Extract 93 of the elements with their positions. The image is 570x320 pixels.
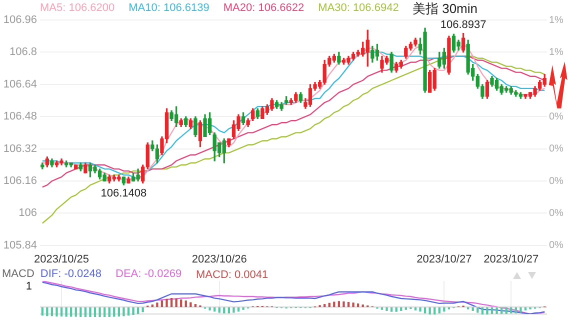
series-label: DEA: -0.0269 <box>116 268 182 280</box>
category-label: 0% <box>549 111 564 122</box>
bar <box>132 307 134 315</box>
text: MA30: 106.6942 <box>318 2 399 14</box>
bar <box>136 307 140 314</box>
bar <box>347 302 350 308</box>
bar <box>362 304 364 308</box>
bar <box>520 307 522 313</box>
bar <box>98 307 101 317</box>
bar <box>324 304 326 308</box>
bar <box>352 302 354 308</box>
y-tick-label: 106.16 <box>3 175 37 188</box>
x-tick-label: 2023/10/26 <box>192 253 247 266</box>
bar <box>242 307 244 310</box>
x-tick-label: 2023/10/25 <box>34 253 90 266</box>
bar <box>228 307 230 314</box>
bar <box>80 307 82 317</box>
y-tick-label: 106.64 <box>3 78 37 90</box>
category-label: 0% <box>549 208 564 219</box>
text: MA10: 106.6139 <box>128 2 210 14</box>
bar <box>424 307 426 314</box>
legend-title: MACD <box>2 268 34 280</box>
bar <box>166 298 168 308</box>
y-tick-label: 106.96 <box>3 14 37 26</box>
text: 1 <box>26 280 32 293</box>
bar <box>46 307 48 316</box>
bar <box>481 307 484 314</box>
bar <box>510 307 512 314</box>
bar <box>84 307 87 317</box>
bar <box>180 299 182 308</box>
bar <box>65 307 68 317</box>
bar <box>56 307 58 316</box>
x-tick-label: 2023/10/27 <box>416 253 472 266</box>
bar <box>386 307 388 311</box>
bar <box>472 307 474 311</box>
bar <box>208 307 211 310</box>
bar <box>175 298 178 308</box>
annotation: 106.1408 <box>100 187 147 200</box>
bar <box>400 307 402 311</box>
bar <box>342 301 345 308</box>
bar <box>41 307 44 316</box>
bar <box>223 307 226 314</box>
bar <box>127 307 130 316</box>
y-tick-label: 105.84 <box>3 239 37 252</box>
bar <box>160 300 164 308</box>
bar <box>390 307 393 312</box>
bar <box>380 307 384 310</box>
series-label: DIF: -0.0248 <box>40 268 102 280</box>
category-label: 0% <box>549 176 564 187</box>
bar <box>170 298 173 308</box>
bar <box>338 301 340 308</box>
category-label: 0% <box>549 240 564 252</box>
y-tick-label: 106.32 <box>3 142 37 155</box>
category-label: 1% <box>549 46 564 58</box>
bar <box>500 307 503 314</box>
annotation: 106.8937 <box>440 18 486 31</box>
bar <box>514 307 517 314</box>
bar <box>103 307 106 317</box>
text: MA5: 106.6200 <box>40 2 115 14</box>
category-label: 0% <box>549 144 564 155</box>
y-tick-label: 106.8 <box>9 46 37 58</box>
bar <box>414 307 417 310</box>
series-label: MACD: 0.0041 <box>196 269 268 281</box>
bar <box>524 307 527 310</box>
bar <box>496 307 498 314</box>
bar <box>395 307 398 312</box>
bar <box>356 303 360 308</box>
bar <box>434 307 436 314</box>
bar <box>490 307 494 314</box>
bar <box>89 307 92 317</box>
bar <box>232 307 235 313</box>
bar <box>108 307 110 317</box>
bar <box>438 307 440 314</box>
bar <box>486 307 488 314</box>
bar <box>60 307 63 316</box>
bar <box>94 307 96 317</box>
bar <box>151 304 154 308</box>
bar <box>404 307 407 310</box>
bar <box>118 307 120 316</box>
bar <box>184 300 187 308</box>
bar <box>122 307 125 316</box>
category-label: 1% <box>549 14 564 26</box>
bar <box>419 307 422 312</box>
bar <box>428 307 431 314</box>
text: MA20: 106.6622 <box>223 2 304 14</box>
bar <box>333 302 336 308</box>
x-tick-label: 2023/10/27 <box>484 253 539 266</box>
bar <box>156 302 158 308</box>
y-tick-label: 106.48 <box>3 110 37 123</box>
chart-title: 美指 30min <box>412 1 478 16</box>
y-tick-label: 106 <box>18 207 37 220</box>
bar <box>505 307 508 314</box>
bar <box>194 304 197 308</box>
